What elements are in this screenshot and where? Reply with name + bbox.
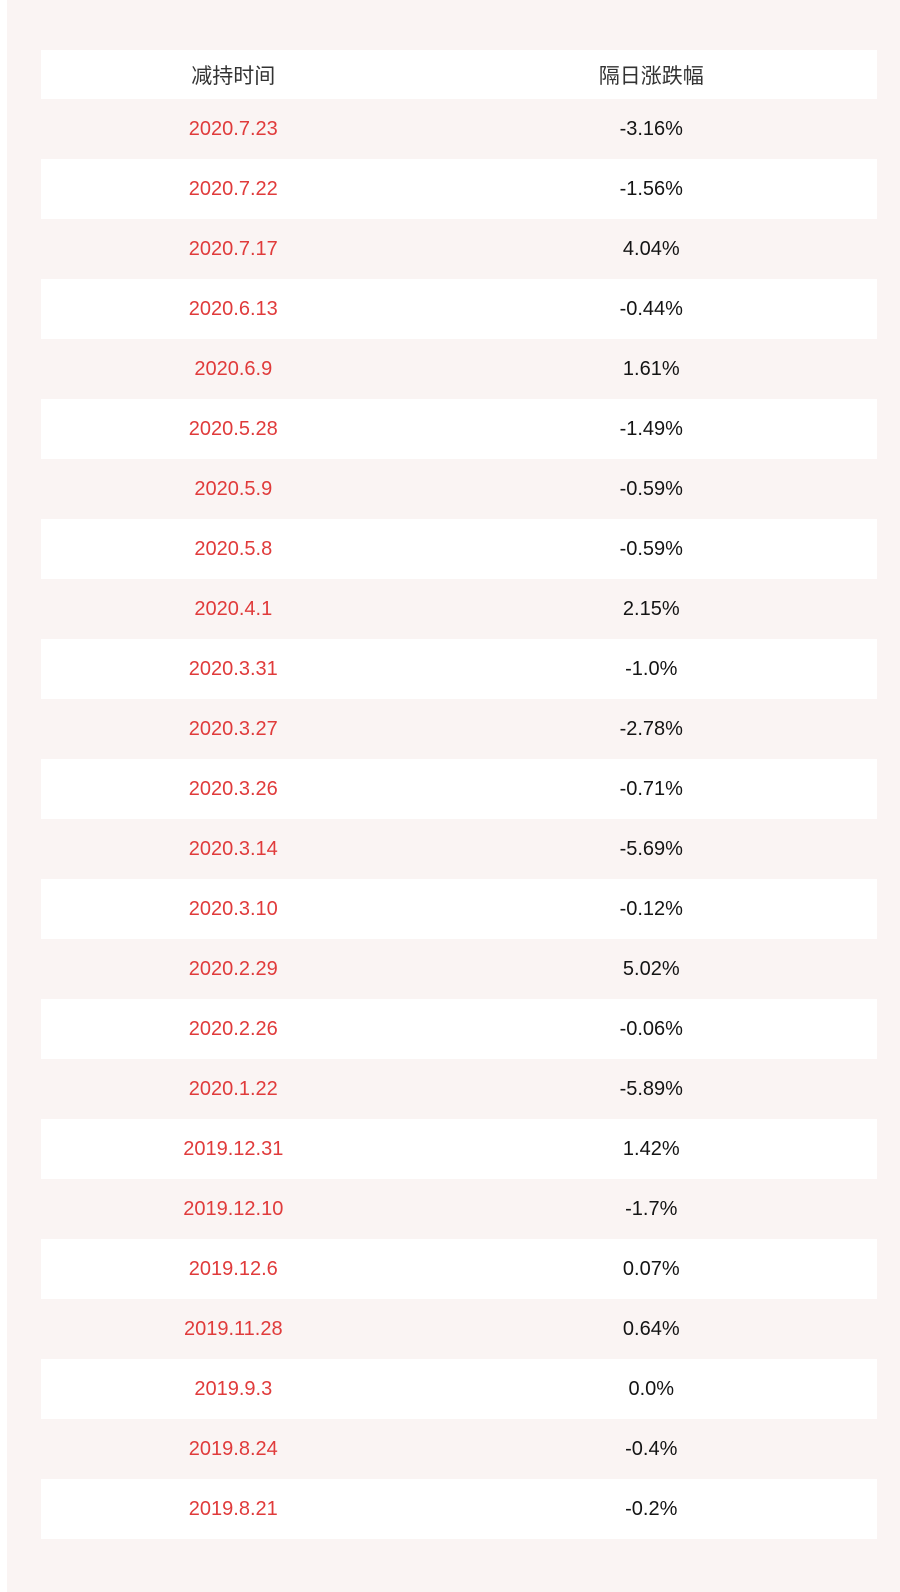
change-percent-cell: -0.12% xyxy=(619,897,683,920)
change-percent-cell: -0.71% xyxy=(619,777,683,800)
reduction-date-cell: 2020.7.17 xyxy=(188,237,278,260)
change-percent-cell: -0.59% xyxy=(619,537,683,560)
table-row: 2019.11.28 0.64% xyxy=(41,1299,877,1359)
reduction-date-cell: 2020.5.9 xyxy=(194,477,273,500)
table-row: 2020.2.26 -0.06% xyxy=(41,999,877,1059)
change-percent-cell: -0.06% xyxy=(619,1017,683,1040)
reduction-date-cell: 2019.12.10 xyxy=(183,1197,284,1220)
column-header-next-day-change: 隔日涨跌幅 xyxy=(598,64,704,88)
change-percent-cell: -0.2% xyxy=(625,1497,678,1520)
reduction-date-cell: 2020.3.10 xyxy=(188,897,278,920)
reduction-date-cell: 2019.12.31 xyxy=(183,1137,284,1160)
reduction-date-cell: 2020.4.1 xyxy=(194,597,273,620)
change-percent-cell: -1.7% xyxy=(625,1197,678,1220)
reduction-date-cell: 2019.8.21 xyxy=(188,1497,278,1520)
table-row: 2020.3.10 -0.12% xyxy=(41,879,877,939)
table-row: 2020.1.22 -5.89% xyxy=(41,1059,877,1119)
change-percent-cell: -5.89% xyxy=(619,1077,683,1100)
change-percent-cell: -1.49% xyxy=(619,417,683,440)
page-background: 减持时间 隔日涨跌幅 2020.7.23 -3.16% 2020.7.22 -1… xyxy=(7,0,900,1592)
table-row: 2019.12.10 -1.7% xyxy=(41,1179,877,1239)
table-row: 2020.5.28 -1.49% xyxy=(41,399,877,459)
reduction-date-cell: 2020.7.22 xyxy=(188,177,278,200)
table-row: 2019.9.3 0.0% xyxy=(41,1359,877,1419)
reduction-date-cell: 2019.8.24 xyxy=(188,1437,278,1460)
change-percent-cell: -1.0% xyxy=(625,657,678,680)
table-row: 2019.8.21 -0.2% xyxy=(41,1479,877,1539)
reduction-date-cell: 2020.3.27 xyxy=(188,717,278,740)
table-row: 2020.5.9 -0.59% xyxy=(41,459,877,519)
reduction-date-cell: 2020.7.23 xyxy=(188,117,278,140)
table-row: 2020.3.27 -2.78% xyxy=(41,699,877,759)
table-row: 2020.3.14 -5.69% xyxy=(41,819,877,879)
reduction-date-cell: 2020.3.14 xyxy=(188,837,278,860)
reduction-date-cell: 2020.1.22 xyxy=(188,1077,278,1100)
change-percent-cell: 2.15% xyxy=(622,597,680,620)
change-percent-cell: -5.69% xyxy=(619,837,683,860)
table-row: 2020.2.29 5.02% xyxy=(41,939,877,999)
table-row: 2020.6.9 1.61% xyxy=(41,339,877,399)
table-row: 2019.8.24 -0.4% xyxy=(41,1419,877,1479)
table-rows: 2020.7.23 -3.16% 2020.7.22 -1.56% 2020.7… xyxy=(41,99,877,1539)
reduction-date-cell: 2020.2.29 xyxy=(188,957,278,980)
reduction-date-cell: 2020.2.26 xyxy=(188,1017,278,1040)
change-percent-cell: 5.02% xyxy=(622,957,680,980)
change-percent-cell: 1.42% xyxy=(622,1137,680,1160)
change-percent-cell: -0.4% xyxy=(625,1437,678,1460)
table-row: 2020.7.23 -3.16% xyxy=(41,99,877,159)
reduction-date-cell: 2020.6.13 xyxy=(188,297,278,320)
change-percent-cell: -1.56% xyxy=(619,177,683,200)
reduction-date-cell: 2020.6.9 xyxy=(194,357,273,380)
reduction-date-cell: 2019.11.28 xyxy=(183,1317,283,1340)
change-percent-cell: -3.16% xyxy=(619,117,683,140)
reduction-date-cell: 2019.9.3 xyxy=(194,1377,273,1400)
reduction-date-cell: 2020.5.28 xyxy=(188,417,278,440)
column-header-reduction-date: 减持时间 xyxy=(191,64,276,88)
change-percent-cell: 0.0% xyxy=(628,1377,675,1400)
table-row: 2019.12.6 0.07% xyxy=(41,1239,877,1299)
change-percent-cell: -0.44% xyxy=(619,297,683,320)
change-percent-cell: 1.61% xyxy=(622,357,680,380)
change-percent-cell: -2.78% xyxy=(619,717,683,740)
reduction-date-cell: 2020.5.8 xyxy=(194,537,273,560)
table-row: 2020.7.17 4.04% xyxy=(41,219,877,279)
reduction-date-cell: 2020.3.26 xyxy=(188,777,278,800)
reduction-date-cell: 2020.3.31 xyxy=(188,657,278,680)
table-header-row: 减持时间 隔日涨跌幅 xyxy=(41,50,877,99)
table-row: 2020.4.1 2.15% xyxy=(41,579,877,639)
table-row: 2020.7.22 -1.56% xyxy=(41,159,877,219)
table-row: 2020.3.26 -0.71% xyxy=(41,759,877,819)
change-percent-cell: 0.07% xyxy=(622,1257,680,1280)
table-row: 2020.5.8 -0.59% xyxy=(41,519,877,579)
reduction-date-cell: 2019.12.6 xyxy=(188,1257,278,1280)
change-percent-cell: -0.59% xyxy=(619,477,683,500)
reduction-table: 减持时间 隔日涨跌幅 2020.7.23 -3.16% 2020.7.22 -1… xyxy=(41,50,877,1539)
table-row: 2020.6.13 -0.44% xyxy=(41,279,877,339)
change-percent-cell: 4.04% xyxy=(622,237,680,260)
change-percent-cell: 0.64% xyxy=(622,1317,680,1340)
table-row: 2020.3.31 -1.0% xyxy=(41,639,877,699)
table-row: 2019.12.31 1.42% xyxy=(41,1119,877,1179)
